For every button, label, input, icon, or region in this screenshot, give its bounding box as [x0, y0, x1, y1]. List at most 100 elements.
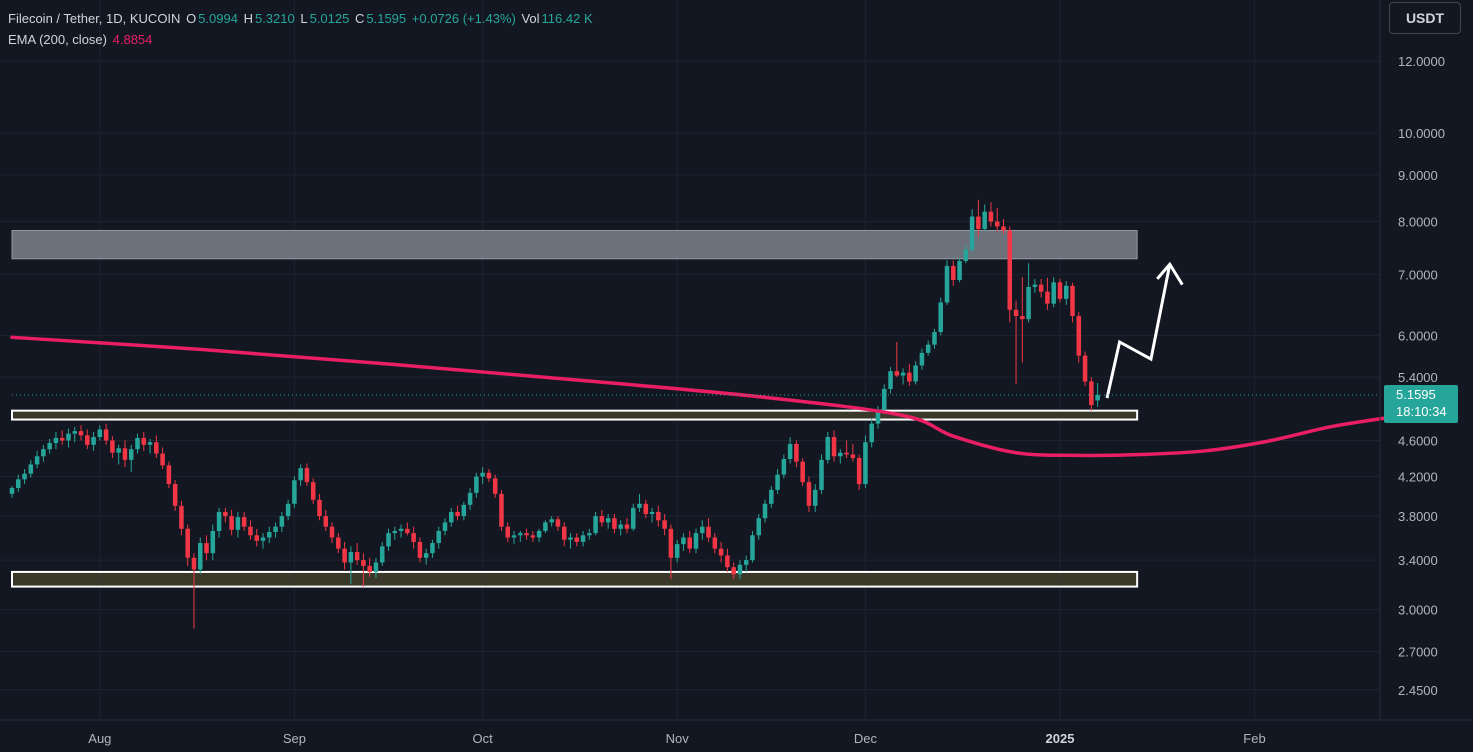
candle-body: [47, 443, 52, 450]
y-tick-label: 2.4500: [1398, 683, 1438, 698]
candle-body: [938, 302, 943, 333]
candle-body: [66, 433, 71, 441]
candle-body: [1020, 316, 1025, 320]
candle-body: [298, 468, 303, 481]
candle-body: [59, 437, 65, 441]
candle-body: [919, 352, 925, 366]
candle-body: [894, 371, 900, 376]
candle-body: [22, 473, 27, 480]
y-tick-label: 4.2000: [1398, 469, 1438, 484]
x-tick-label: Dec: [854, 731, 878, 746]
candle-body: [957, 260, 962, 281]
candle-body: [530, 535, 536, 538]
open-value: 5.0994: [198, 11, 238, 26]
candle-body: [750, 535, 755, 561]
candle-body: [392, 530, 398, 534]
candle-body: [411, 533, 416, 542]
high-value: 5.3210: [254, 11, 295, 26]
candle-body: [806, 482, 812, 506]
candle-body: [800, 461, 805, 483]
candle-body: [561, 526, 567, 540]
candle-body: [267, 532, 272, 538]
candle-body: [223, 511, 228, 517]
candle-body: [285, 503, 291, 517]
candle-body: [417, 541, 423, 558]
candle-body: [204, 543, 209, 554]
candle-body: [599, 516, 605, 523]
candle-body: [241, 517, 247, 527]
candle-body: [932, 332, 937, 345]
candle-body: [154, 442, 159, 454]
candle-body: [398, 528, 404, 531]
candle-body: [103, 429, 109, 441]
candle-body: [229, 516, 234, 530]
candles-layer: [9, 199, 1100, 629]
x-tick-label: Sep: [283, 731, 306, 746]
candle-body: [913, 365, 918, 382]
candle-body: [976, 216, 981, 229]
candle-body: [116, 448, 121, 453]
candle-body: [216, 511, 222, 531]
y-tick-label: 6.0000: [1398, 328, 1438, 343]
low-value: 5.0125: [309, 11, 350, 26]
currency-button[interactable]: USDT: [1389, 2, 1461, 34]
candle-body: [775, 474, 780, 490]
candle-body: [700, 526, 705, 534]
candle-body: [649, 511, 655, 515]
candle-body: [838, 452, 843, 457]
candle-body: [681, 537, 686, 545]
y-tick-label: 3.0000: [1398, 603, 1438, 618]
candle-body: [423, 553, 429, 558]
candle-body: [348, 552, 354, 563]
candle-body: [1032, 284, 1038, 287]
candle-body: [812, 489, 818, 506]
ema-label[interactable]: EMA (200, close): [8, 32, 107, 47]
time-axis[interactable]: Aug Sep Oct Nov Dec 2025 Feb: [88, 731, 1265, 746]
candle-body: [1001, 226, 1006, 231]
candle-body: [781, 458, 787, 475]
candle-body: [492, 478, 498, 494]
projection-layer: [12, 261, 1380, 399]
candle-body: [354, 552, 360, 561]
candle-body: [279, 516, 285, 527]
candle-body: [41, 449, 46, 457]
ema-layer: [10, 335, 1389, 458]
candle-body: [580, 535, 586, 542]
candle-body: [72, 431, 78, 434]
y-tick-label: 9.0000: [1398, 168, 1438, 183]
candle-body: [292, 480, 297, 504]
candle-body: [34, 456, 40, 465]
candle-body: [518, 533, 523, 536]
candle-body: [147, 442, 153, 445]
candle-body: [323, 516, 329, 527]
candle-body: [480, 472, 485, 477]
candle-body: [28, 464, 34, 474]
candle-body: [141, 437, 147, 445]
x-tick-label: Oct: [473, 731, 494, 746]
candle-body: [731, 567, 736, 575]
candle-body: [1063, 285, 1069, 299]
candle-body: [436, 530, 441, 544]
candle-body: [888, 371, 893, 389]
candle-body: [367, 565, 372, 572]
candle-body: [687, 537, 692, 549]
symbol-label[interactable]: Filecoin / Tether, 1D, KUCOIN: [8, 11, 181, 26]
candle-body: [568, 537, 573, 540]
candle-body: [317, 499, 322, 517]
candle-body: [662, 520, 667, 529]
y-tick-label: 3.4000: [1398, 553, 1438, 568]
ema-value: 4.8854: [112, 32, 153, 47]
close-label: C: [354, 11, 365, 26]
candle-body: [819, 459, 824, 490]
price-axis[interactable]: 12.0000 10.0000 9.0000 8.0000 7.0000 6.0000 5.…: [1398, 54, 1445, 698]
candle-body: [135, 437, 140, 450]
candle-body: [1013, 309, 1019, 317]
candle-body: [844, 452, 849, 455]
candle-body: [587, 533, 592, 536]
candle-body: [336, 537, 341, 549]
candle-body: [511, 535, 517, 538]
candle-body: [1051, 282, 1056, 304]
candle-body: [643, 503, 649, 515]
candle-body: [235, 517, 241, 530]
